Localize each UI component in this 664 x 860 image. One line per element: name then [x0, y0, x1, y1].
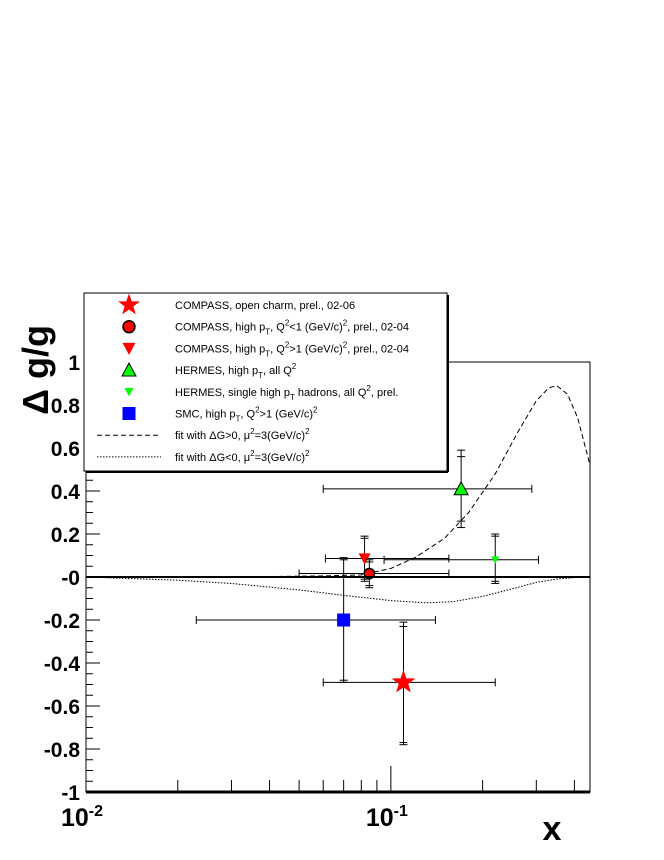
square-marker — [337, 613, 351, 627]
star-marker — [391, 669, 416, 693]
legend: COMPASS, open charm, prel., 02-06 COMPASS… — [83, 292, 449, 473]
data-point — [322, 449, 533, 529]
fit-curves — [85, 385, 591, 604]
data-points — [195, 449, 540, 746]
y-tick-label: -0.6 — [44, 696, 80, 719]
x-tick-label: 10-2 — [61, 803, 103, 832]
y-tick-label: 0.4 — [51, 481, 81, 504]
legend-item: HERMES, high pT, all Q2 — [121, 362, 297, 380]
legend-circle-icon — [122, 320, 136, 334]
y-tick-label: 1 — [68, 352, 80, 375]
legend-label: HERMES, high pT, all Q2 — [175, 362, 297, 380]
y-tick-label: 0.6 — [51, 438, 80, 461]
data-point — [324, 535, 450, 582]
data-point — [322, 621, 496, 746]
legend-label: COMPASS, high pT, Q2<1 (GeV/c)2, prel., … — [175, 319, 409, 337]
legend-triangle-up-icon — [121, 362, 137, 377]
legend-label: fit with ΔG<0, μ2=3(GeV/c)2 — [175, 449, 310, 464]
legend-label: COMPASS, open charm, prel., 02-06 — [175, 300, 355, 312]
data-point — [383, 533, 540, 584]
triangle-down-small-marker — [491, 556, 500, 564]
legend-item: SMC, high pT, Q2>1 (GeV/c)2 — [122, 406, 318, 424]
legend-item: COMPASS, open charm, prel., 02-06 — [118, 293, 355, 315]
x-tick-label: 10-1 — [366, 803, 408, 832]
fit-curve-negative — [85, 576, 591, 604]
legend-item: COMPASS, high pT, Q2<1 (GeV/c)2, prel., … — [122, 319, 409, 337]
legend-triangle-down-icon — [122, 342, 136, 355]
axes: -1 -0.8 -0.6 -0.4 -0.2 -0 0.2 0.4 0.6 0.8 1 10-2 10-… — [15, 325, 590, 848]
legend-star-icon — [118, 293, 140, 315]
y-tick-label: -0.4 — [44, 653, 81, 676]
y-tick-label: -0 — [61, 567, 80, 590]
legend-box — [83, 292, 448, 472]
legend-label: fit with ΔG>0, μ2=3(GeV/c)2 — [175, 427, 310, 442]
legend-label: SMC, high pT, Q2>1 (GeV/c)2 — [175, 406, 318, 424]
y-tick-label: -0.2 — [44, 610, 80, 633]
y-axis-title: Δ g/g — [15, 325, 56, 415]
fit-curve-positive — [86, 385, 591, 578]
legend-label: HERMES, single high pT hadrons, all Q2, … — [175, 384, 398, 402]
x-axis-title: x — [543, 810, 562, 848]
legend-item: fit with ΔG<0, μ2=3(GeV/c)2 — [97, 449, 310, 464]
legend-item: fit with ΔG>0, μ2=3(GeV/c)2 — [97, 427, 310, 442]
y-tick-label: 0.8 — [51, 395, 81, 418]
legend-item: HERMES, single high pT hadrons, all Q2, … — [124, 384, 398, 402]
data-point — [195, 557, 436, 683]
legend-item: COMPASS, high pT, Q2>1 (GeV/c)2, prel., … — [122, 340, 409, 358]
legend-square-icon — [122, 407, 136, 420]
y-tick-label: -0.8 — [44, 739, 81, 762]
legend-triangle-down-small-icon — [124, 387, 134, 397]
legend-label: COMPASS, high pT, Q2>1 (GeV/c)2, prel., … — [175, 340, 409, 358]
triangle-down-marker — [358, 553, 371, 565]
triangle-up-marker — [453, 480, 469, 496]
y-tick-label: 0.2 — [51, 524, 80, 547]
y-tick-label: -1 — [61, 782, 80, 805]
data-point — [298, 559, 450, 589]
